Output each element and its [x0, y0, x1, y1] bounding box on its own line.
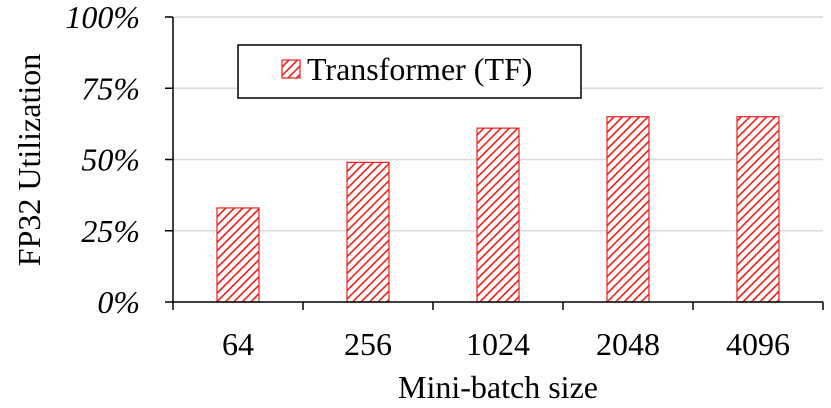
x-tick-labels: 64 256 1024 2048 4096 — [222, 326, 790, 362]
x-axis-title: Mini-batch size — [398, 369, 598, 405]
y-tick-label: 100% — [65, 0, 140, 35]
y-axis-title: FP32 Utilization — [11, 54, 47, 266]
x-tick-label: 2048 — [596, 326, 660, 362]
bar — [216, 207, 260, 303]
y-tick-label: 0% — [97, 284, 140, 320]
bar — [346, 161, 390, 303]
x-tick-label: 64 — [222, 326, 254, 362]
y-tick-labels: 0% 25% 50% 75% 100% — [65, 0, 140, 320]
legend-swatch — [281, 59, 301, 79]
x-tick-label: 4096 — [726, 326, 790, 362]
bar — [606, 116, 650, 303]
bar — [736, 116, 780, 303]
x-tick-label: 1024 — [466, 326, 530, 362]
y-tick-label: 50% — [81, 142, 140, 178]
y-tick-label: 25% — [81, 213, 140, 249]
bars — [216, 116, 780, 303]
bar — [476, 127, 520, 303]
legend: Transformer (TF) — [237, 44, 582, 99]
legend-label: Transformer (TF) — [307, 51, 532, 87]
x-tick-label: 256 — [344, 326, 392, 362]
axes — [165, 16, 824, 310]
y-tick-label: 75% — [81, 70, 140, 106]
